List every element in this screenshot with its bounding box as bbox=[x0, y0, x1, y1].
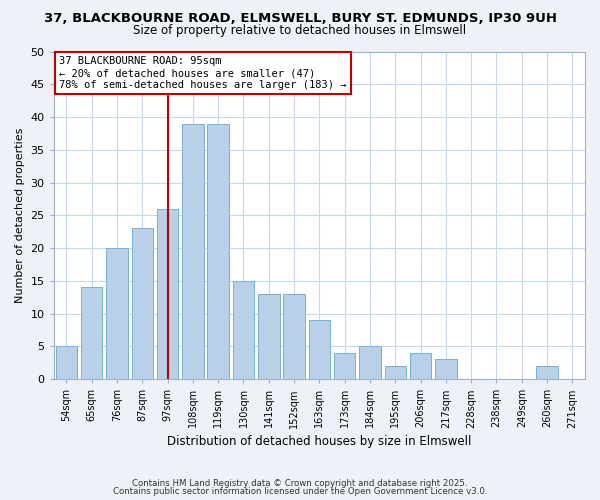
Bar bbox=[308, 320, 330, 379]
Bar bbox=[157, 209, 178, 379]
Text: Contains public sector information licensed under the Open Government Licence v3: Contains public sector information licen… bbox=[113, 488, 487, 496]
Bar bbox=[385, 366, 406, 379]
Bar bbox=[258, 294, 280, 379]
Text: 37 BLACKBOURNE ROAD: 95sqm
← 20% of detached houses are smaller (47)
78% of semi: 37 BLACKBOURNE ROAD: 95sqm ← 20% of deta… bbox=[59, 56, 347, 90]
Bar bbox=[81, 288, 103, 379]
Bar bbox=[536, 366, 558, 379]
Bar bbox=[106, 248, 128, 379]
Bar bbox=[208, 124, 229, 379]
X-axis label: Distribution of detached houses by size in Elmswell: Distribution of detached houses by size … bbox=[167, 434, 472, 448]
Y-axis label: Number of detached properties: Number of detached properties bbox=[15, 128, 25, 303]
Bar bbox=[283, 294, 305, 379]
Text: Contains HM Land Registry data © Crown copyright and database right 2025.: Contains HM Land Registry data © Crown c… bbox=[132, 478, 468, 488]
Bar bbox=[410, 353, 431, 379]
Text: Size of property relative to detached houses in Elmswell: Size of property relative to detached ho… bbox=[133, 24, 467, 37]
Text: 37, BLACKBOURNE ROAD, ELMSWELL, BURY ST. EDMUNDS, IP30 9UH: 37, BLACKBOURNE ROAD, ELMSWELL, BURY ST.… bbox=[44, 12, 557, 26]
Bar bbox=[131, 228, 153, 379]
Bar bbox=[334, 353, 355, 379]
Bar bbox=[359, 346, 381, 379]
Bar bbox=[182, 124, 203, 379]
Bar bbox=[435, 360, 457, 379]
Bar bbox=[233, 281, 254, 379]
Bar bbox=[56, 346, 77, 379]
